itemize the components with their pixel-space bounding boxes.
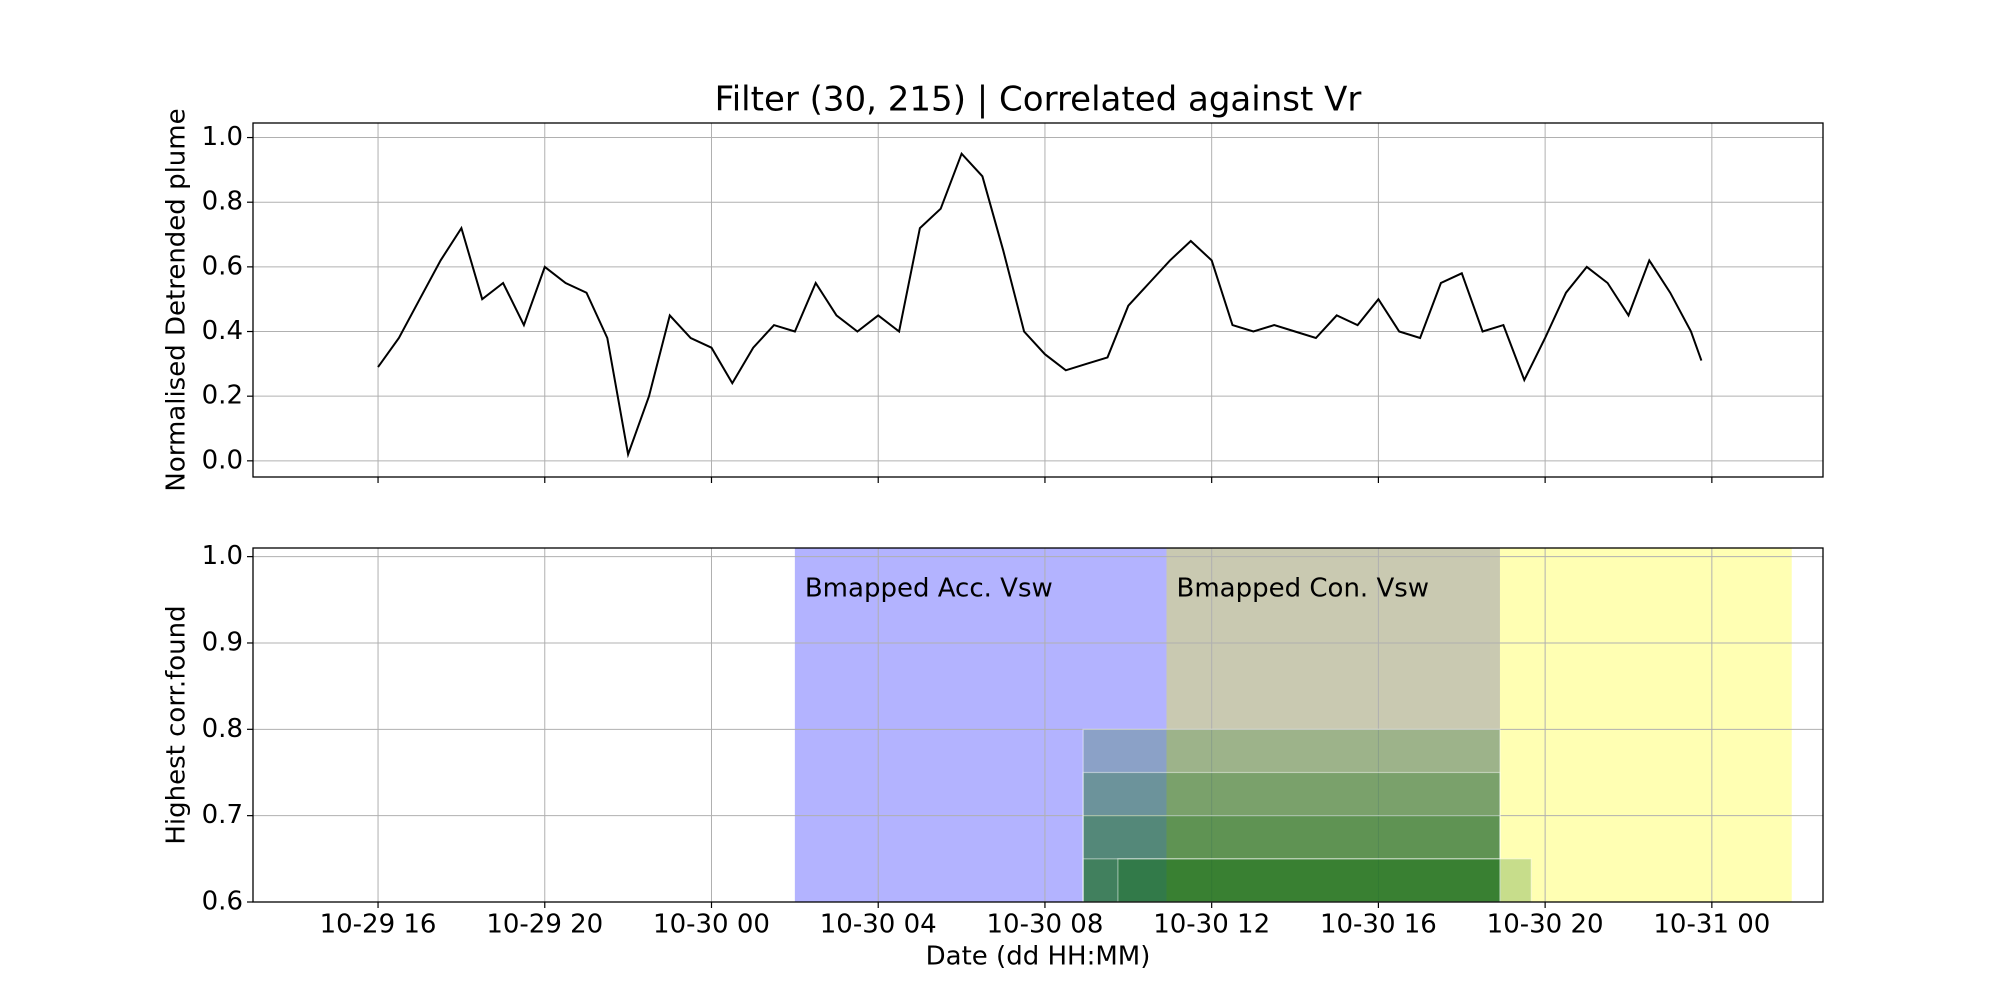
y-tick-label: 0.6 bbox=[202, 887, 243, 917]
y-tick-label: 0.9 bbox=[202, 627, 243, 657]
corr-bar bbox=[1082, 771, 1501, 903]
plot-frame bbox=[252, 122, 1824, 478]
y-axis-label: Highest corr.found bbox=[162, 605, 192, 844]
y-tick-label: 0.8 bbox=[202, 187, 243, 217]
y-tick-label: 0.0 bbox=[202, 445, 243, 475]
data-line bbox=[377, 151, 1703, 459]
y-tick-label: 1.0 bbox=[202, 541, 243, 571]
x-axis-label: Date (dd HH:MM) bbox=[926, 942, 1151, 972]
y-tick-label: 1.0 bbox=[202, 122, 243, 152]
x-tick-label: 10-29 16 bbox=[320, 910, 437, 940]
x-tick-label: 10-30 08 bbox=[986, 910, 1103, 940]
x-tick-label: 10-31 00 bbox=[1653, 910, 1770, 940]
x-tick-label: 10-30 04 bbox=[820, 910, 937, 940]
x-tick-label: 10-29 20 bbox=[486, 910, 603, 940]
y-axis-label: Normalised Detrended plume bbox=[162, 108, 192, 491]
y-tick-label: 0.6 bbox=[202, 251, 243, 281]
corr-bar bbox=[1082, 858, 1501, 903]
x-tick-label: 10-30 16 bbox=[1320, 910, 1437, 940]
y-tick-label: 0.4 bbox=[202, 316, 243, 346]
x-tick-label: 10-30 12 bbox=[1153, 910, 1270, 940]
plot-frame bbox=[252, 547, 1824, 903]
y-tick-label: 0.8 bbox=[202, 714, 243, 744]
x-tick-label: 10-30 20 bbox=[1487, 910, 1604, 940]
span-label: Bmapped Acc. Vsw bbox=[805, 574, 1053, 604]
x-tick-label: 10-30 00 bbox=[653, 910, 770, 940]
corr-bar bbox=[1082, 728, 1501, 903]
highlight-span bbox=[794, 548, 1167, 902]
highlight-span bbox=[1166, 548, 1500, 902]
corr-bar bbox=[1117, 858, 1532, 903]
chart-title: Filter (30, 215) | Correlated against Vr bbox=[715, 80, 1362, 120]
span-label: Bmapped Con. Vsw bbox=[1177, 574, 1430, 604]
y-tick-label: 0.2 bbox=[202, 381, 243, 411]
y-tick-label: 0.7 bbox=[202, 800, 243, 830]
corr-bar bbox=[1082, 815, 1501, 903]
highlight-span bbox=[1499, 548, 1792, 902]
